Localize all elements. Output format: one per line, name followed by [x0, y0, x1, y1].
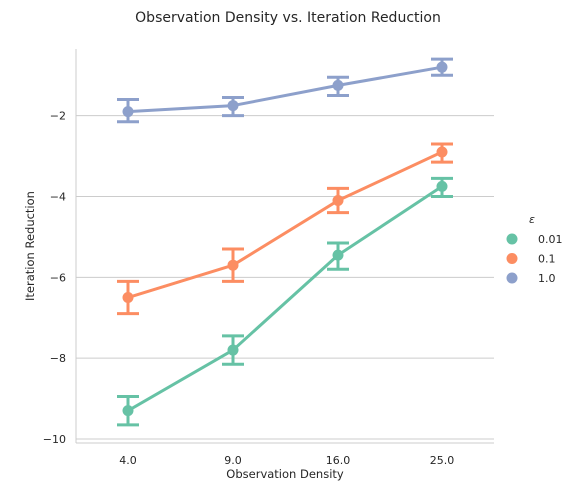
data-point: [436, 180, 448, 192]
y-tick-labels: −10 −8 −6 −4 −2: [43, 110, 66, 446]
series-line: [127, 65, 443, 114]
series-group: [117, 57, 453, 427]
y-tick-label: −4: [50, 190, 66, 203]
series-1.0: [117, 57, 453, 124]
x-tick-label: 25.0: [430, 454, 455, 467]
x-tick-labels: 4.0 9.0 16.0 25.0: [119, 454, 454, 467]
x-tick-label: 4.0: [119, 454, 137, 467]
legend-label: 0.01: [538, 233, 563, 246]
data-point: [332, 79, 344, 91]
data-point: [122, 405, 134, 417]
data-point: [122, 292, 134, 304]
legend-label: 1.0: [538, 272, 556, 285]
x-axis-title: Observation Density: [226, 467, 344, 481]
x-tick-label: 9.0: [224, 454, 242, 467]
data-point: [227, 100, 239, 112]
y-axis-title: Iteration Reduction: [23, 191, 37, 301]
series-0.01: [117, 176, 453, 427]
grid-lines: [76, 115, 494, 440]
data-point: [436, 61, 448, 73]
legend-marker: [506, 272, 518, 284]
y-tick-label: −8: [50, 352, 66, 365]
legend-marker: [506, 233, 518, 245]
data-point: [332, 195, 344, 207]
legend-label: 0.1: [538, 253, 556, 266]
y-tick-label: −6: [50, 271, 66, 284]
data-point: [332, 249, 344, 261]
series-line: [127, 150, 443, 299]
chart-title: Observation Density vs. Iteration Reduct…: [135, 10, 441, 26]
data-point: [122, 106, 134, 118]
series-0.1: [117, 142, 453, 316]
data-point: [227, 344, 239, 356]
axes: [75, 49, 494, 444]
y-tick-label: −2: [50, 110, 66, 123]
data-point: [227, 259, 239, 271]
series-line: [127, 185, 443, 412]
x-tick-label: 16.0: [326, 454, 351, 467]
legend-marker: [506, 253, 518, 264]
legend-title: ε: [529, 213, 535, 226]
legend: ε 0.01 0.1 1.0: [506, 213, 563, 285]
data-point: [436, 146, 448, 158]
y-tick-label: −10: [43, 433, 66, 446]
